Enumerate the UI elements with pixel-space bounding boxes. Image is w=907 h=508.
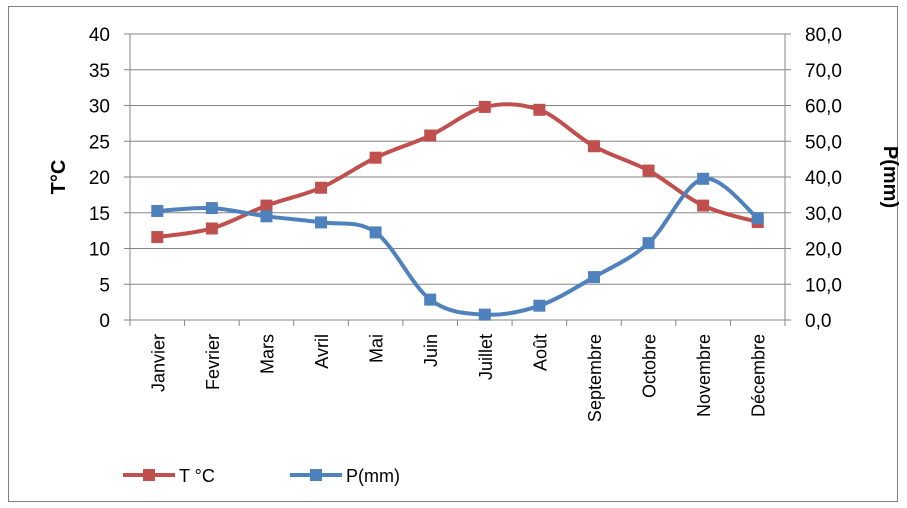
- data-point-precipitation: [315, 216, 328, 229]
- legend-marker-precipitation: [310, 469, 322, 481]
- y-tick-label-left: 0: [99, 311, 110, 332]
- data-point-precipitation: [369, 226, 382, 239]
- x-tick-label: Mai: [367, 334, 387, 363]
- data-point-temperature: [205, 222, 218, 235]
- series-line-precipitation: [157, 176, 759, 317]
- y-tick-label-right: 70,0: [805, 61, 842, 82]
- x-tick-label: Janvier: [148, 334, 168, 392]
- data-point-precipitation: [478, 308, 491, 321]
- y-tick-label-right: 40,0: [805, 168, 842, 189]
- x-tick-label: Juin: [421, 334, 441, 367]
- y-tick-label-right: 10,0: [805, 275, 842, 296]
- data-point-temperature: [315, 181, 328, 194]
- x-tick-label: Juillet: [476, 334, 496, 380]
- y-tick-label-right: 0,0: [805, 311, 831, 332]
- data-point-temperature: [369, 151, 382, 164]
- y-tick-label-left: 5: [99, 275, 110, 296]
- data-point-temperature: [151, 231, 164, 244]
- y-tick-label-left: 10: [89, 240, 110, 261]
- y-tick-label-right: 80,0: [805, 25, 842, 46]
- y-axis-right: 0,0 10,0 20,0 30,0 40,0 50,0 60,0 70,0 80,0: [784, 25, 842, 332]
- gridlines: [130, 33, 785, 321]
- data-point-temperature: [697, 199, 710, 212]
- data-point-precipitation: [697, 172, 710, 185]
- y-axis-left: 0 5 10 15 20 25 30 35 40: [89, 25, 131, 332]
- data-point-temperature: [424, 129, 437, 142]
- y-tick-label-left: 30: [89, 97, 110, 118]
- x-tick-label: Septembre: [585, 334, 605, 422]
- y-tick-label-left: 40: [89, 25, 110, 46]
- x-tick-label: Novembre: [694, 334, 714, 417]
- y-tick-label-left: 25: [89, 132, 110, 153]
- y-tick-label-right: 50,0: [805, 132, 842, 153]
- data-point-temperature: [533, 103, 546, 116]
- x-tick-label: Décembre: [749, 334, 769, 417]
- data-point-precipitation: [205, 202, 218, 215]
- y-axis-title-left: T°C: [48, 160, 70, 195]
- y-tick-label-left: 35: [89, 61, 110, 82]
- y-axis-title-right: P(mm): [879, 146, 901, 208]
- data-point-temperature: [587, 140, 600, 153]
- data-point-temperature: [478, 100, 491, 113]
- data-point-precipitation: [642, 237, 655, 250]
- x-tick-label: Octobre: [640, 334, 660, 398]
- data-point-precipitation: [751, 212, 764, 225]
- chart-frame: [8, 6, 898, 502]
- legend-label-precipitation: P(mm): [346, 466, 400, 486]
- legend-marker-temperature: [143, 469, 155, 481]
- y-tick-label-left: 15: [89, 204, 110, 225]
- data-point-precipitation: [587, 271, 600, 284]
- y-tick-label-left: 20: [89, 168, 110, 189]
- data-point-precipitation: [424, 293, 437, 306]
- data-point-precipitation: [533, 299, 546, 312]
- x-tick-label: Mars: [257, 334, 277, 374]
- y-tick-label-right: 20,0: [805, 240, 842, 261]
- x-tick-label: Avril: [312, 334, 332, 369]
- x-axis: Janvier Fevrier Mars Avril Mai Juin Juillet Aoû…: [129, 320, 786, 422]
- series-group: [151, 100, 764, 321]
- legend-label-temperature: T °C: [179, 466, 215, 486]
- y-tick-label-right: 30,0: [805, 204, 842, 225]
- data-point-precipitation: [260, 210, 273, 223]
- data-point-precipitation: [151, 204, 164, 217]
- data-point-temperature: [260, 199, 273, 212]
- x-tick-label: Août: [530, 334, 550, 371]
- data-point-temperature: [642, 164, 655, 177]
- y-tick-label-right: 60,0: [805, 97, 842, 118]
- legend: T °C P(mm): [123, 466, 400, 486]
- x-tick-label: Fevrier: [203, 334, 223, 390]
